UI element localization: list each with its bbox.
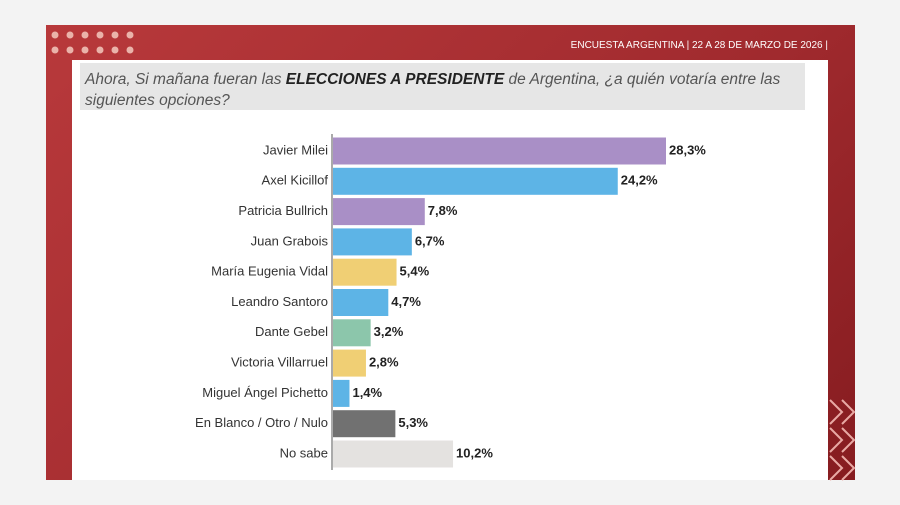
bar [333,440,454,468]
category-label: Dante Gebel [255,324,328,339]
title-bold: ELECCIONES A PRESIDENTE [285,71,505,88]
card [72,60,828,480]
bar [333,289,389,316]
category-label: Axel Kicillof [262,173,329,188]
title-part: de Argentina, ¿a quién votaría entre las… [85,71,781,109]
header: ENCUESTA ARGENTINA | 22 A 28 DE MARZO DE… [570,40,828,51]
value-label: 1,4% [352,385,382,400]
value-label: 5,4% [400,264,430,279]
bar [333,198,425,226]
category-label: Javier Milei [263,142,328,157]
category-label: En Blanco / Otro / Nulo [195,415,328,430]
bar [333,349,366,377]
value-label: 7,8% [428,203,458,218]
question: Ahora, Si mañana fueran las ELECCIONES A… [85,69,785,111]
bar [333,319,371,347]
bar [333,258,397,286]
dots [51,31,134,54]
value-label: 4,7% [391,294,421,309]
category-label: No sabe [280,445,328,460]
title-part: Ahora, Si mañana fueran las [85,71,282,88]
category-label: María Eugenia Vidal [211,264,328,279]
bar [333,167,618,195]
value-label: 24,2% [621,173,658,188]
value-label: 6,7% [415,233,445,248]
value-label: 2,8% [369,355,399,370]
chevrons [829,399,856,481]
category-label: Miguel Ángel Pichetto [202,385,328,400]
category-label: Leandro Santoro [231,294,328,309]
value-label: 5,3% [398,415,428,430]
bar [333,228,412,256]
bar [333,379,350,407]
value-label: 3,2% [374,324,404,339]
category-label: Victoria Villarruel [231,355,328,370]
bar [333,410,396,438]
question-box [80,63,805,110]
category-label: Juan Grabois [251,233,329,248]
category-label: Patricia Bullrich [238,203,328,218]
value-label: 28,3% [669,142,706,157]
bar [333,137,666,165]
value-label: 10,2% [456,445,493,460]
